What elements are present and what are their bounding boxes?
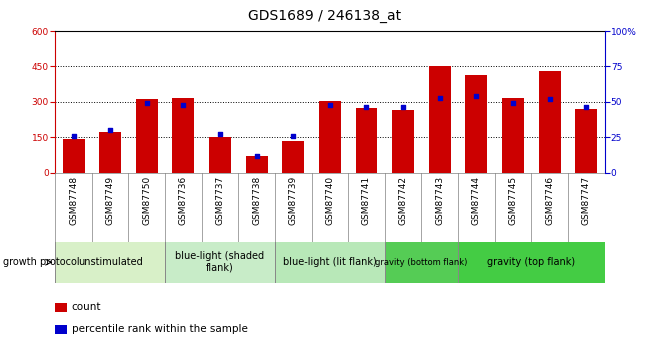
Point	[434, 95, 445, 100]
Text: GSM87746: GSM87746	[545, 176, 554, 225]
Text: GSM87737: GSM87737	[216, 176, 224, 225]
Bar	[55, 303, 67, 312]
Bar	[172, 98, 194, 172]
Bar	[165, 241, 275, 283]
Point	[508, 100, 518, 106]
Bar	[55, 241, 165, 283]
Point	[142, 100, 152, 106]
Text: gravity (bottom flank): gravity (bottom flank)	[375, 258, 467, 267]
Bar	[502, 98, 524, 172]
Text: percentile rank within the sample: percentile rank within the sample	[72, 325, 248, 334]
Bar	[356, 108, 378, 172]
Text: GSM87742: GSM87742	[398, 176, 408, 225]
Bar	[136, 99, 158, 172]
Bar	[246, 156, 268, 172]
Text: gravity (top flank): gravity (top flank)	[488, 257, 575, 267]
Point	[214, 131, 226, 137]
Text: GSM87750: GSM87750	[142, 176, 151, 225]
Bar	[282, 141, 304, 172]
Text: GSM87738: GSM87738	[252, 176, 261, 225]
Bar	[392, 110, 414, 172]
Bar	[575, 109, 597, 172]
Text: GSM87739: GSM87739	[289, 176, 298, 225]
Point	[361, 105, 372, 110]
Text: GSM87744: GSM87744	[472, 176, 481, 225]
Text: GSM87748: GSM87748	[69, 176, 78, 225]
Text: GSM87736: GSM87736	[179, 176, 188, 225]
Text: growth protocol: growth protocol	[3, 257, 80, 267]
Text: GSM87749: GSM87749	[106, 176, 114, 225]
Text: GSM87745: GSM87745	[508, 176, 517, 225]
Bar	[429, 66, 450, 172]
Text: GSM87740: GSM87740	[326, 176, 334, 225]
Text: unstimulated: unstimulated	[78, 257, 142, 267]
Bar	[458, 241, 604, 283]
Point	[105, 127, 116, 133]
Point	[398, 105, 408, 110]
Bar	[465, 75, 488, 172]
Bar	[55, 325, 67, 334]
Bar	[539, 71, 560, 172]
Text: blue-light (shaded
flank): blue-light (shaded flank)	[176, 252, 265, 273]
Bar	[275, 241, 385, 283]
Point	[178, 102, 188, 107]
Bar	[385, 241, 458, 283]
Point	[471, 93, 482, 99]
Bar	[209, 137, 231, 172]
Text: GSM87741: GSM87741	[362, 176, 371, 225]
Point	[545, 96, 555, 102]
Bar	[99, 132, 121, 172]
Text: GSM87743: GSM87743	[436, 176, 444, 225]
Text: GDS1689 / 246138_at: GDS1689 / 246138_at	[248, 9, 402, 23]
Point	[581, 105, 592, 110]
Point	[252, 153, 262, 158]
Text: blue-light (lit flank): blue-light (lit flank)	[283, 257, 377, 267]
Bar	[62, 139, 84, 172]
Point	[68, 133, 79, 138]
Text: GSM87747: GSM87747	[582, 176, 591, 225]
Bar	[319, 101, 341, 172]
Text: count: count	[72, 302, 101, 312]
Point	[288, 133, 298, 138]
Point	[324, 102, 335, 107]
